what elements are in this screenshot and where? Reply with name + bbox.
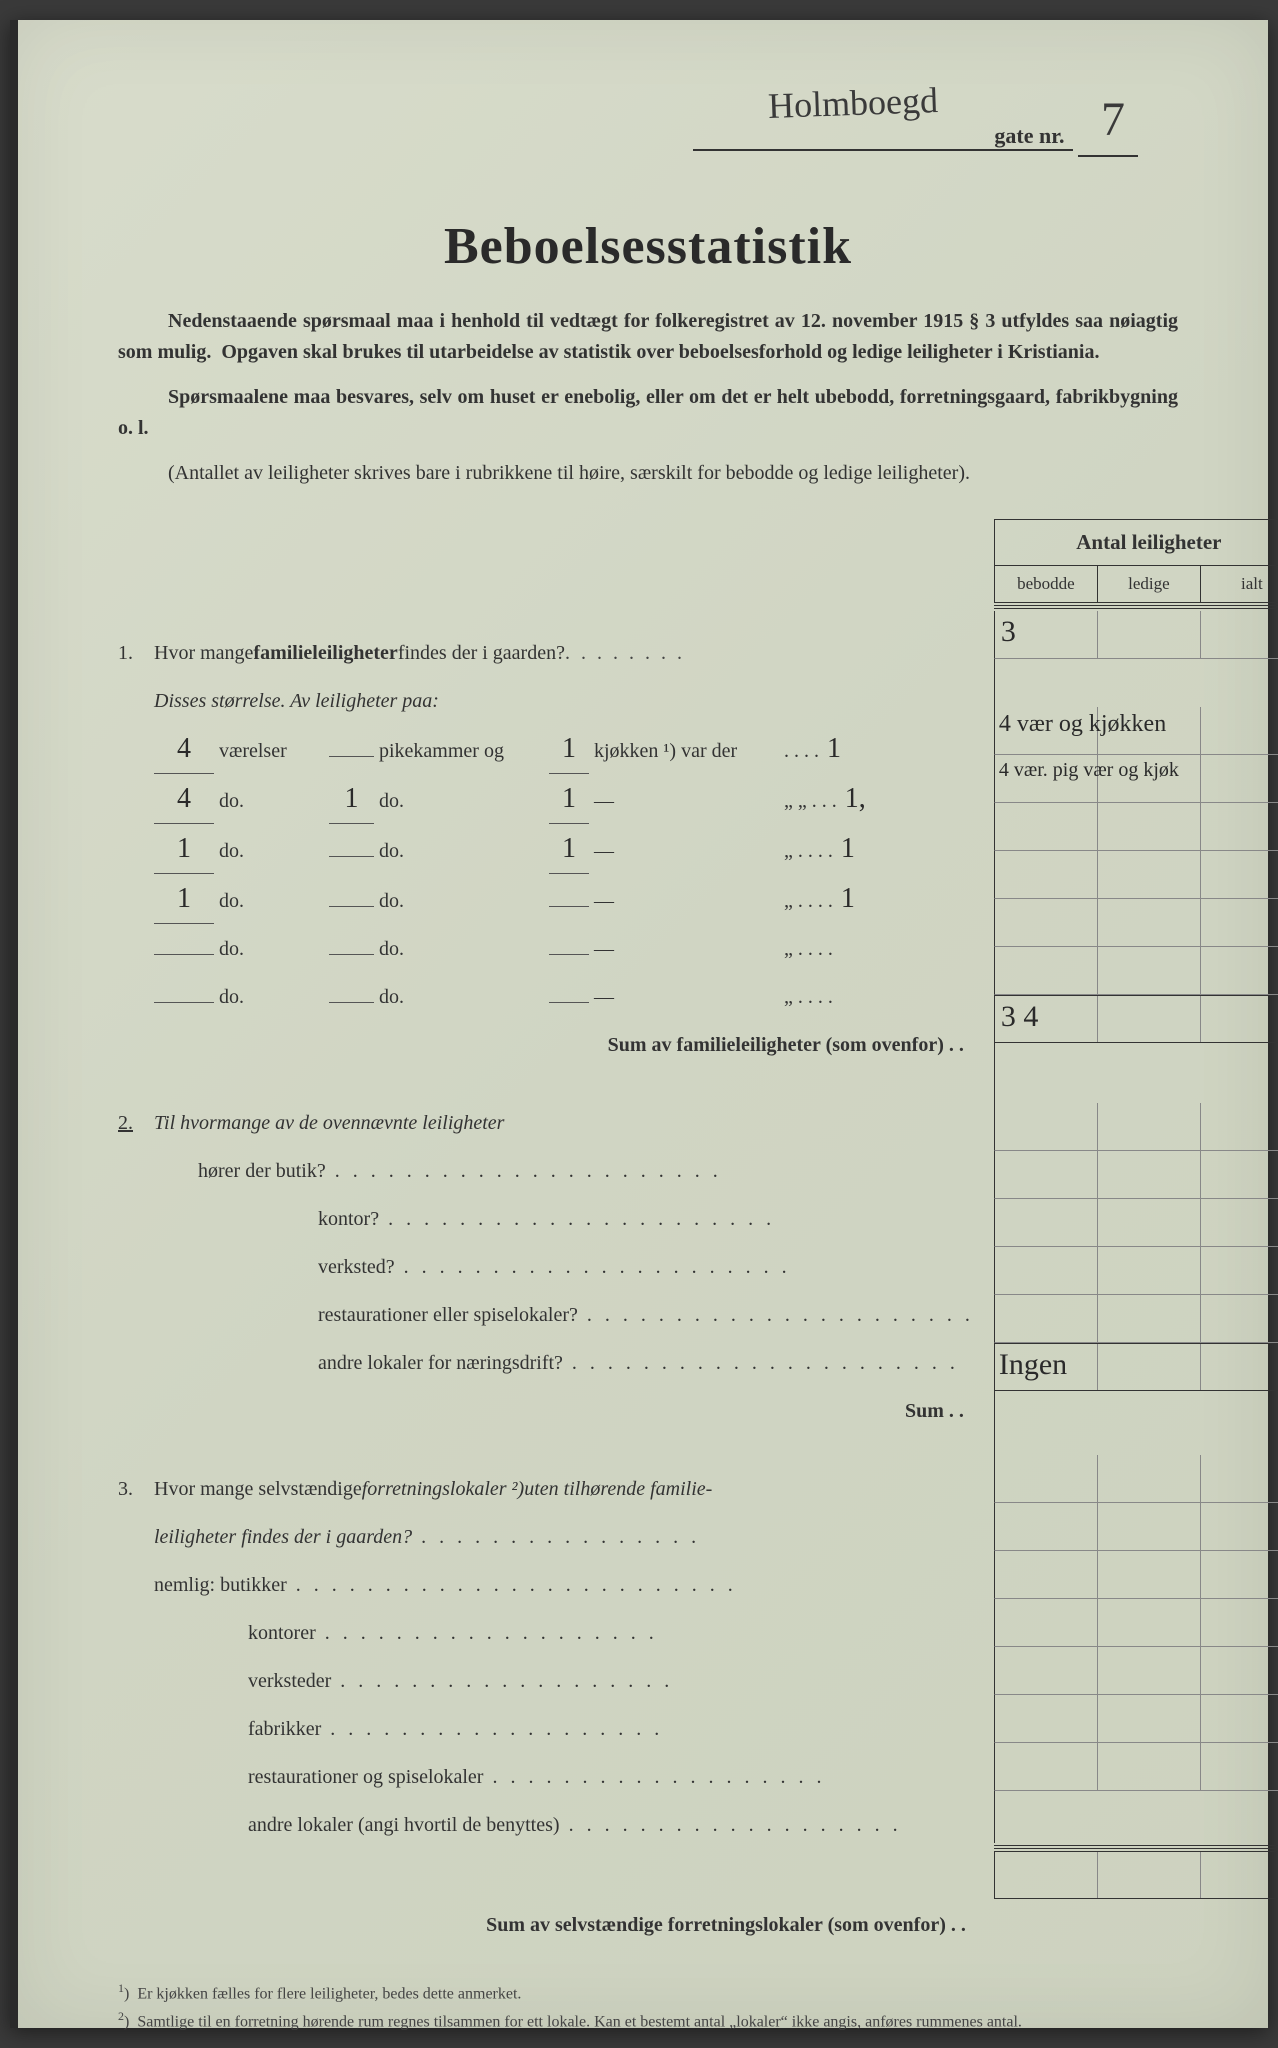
q2-main: 2. Til hvormange av de ovennævnte leilig… bbox=[118, 1099, 974, 1147]
q2-item-3: restaurationer eller spiselokaler? . . .… bbox=[118, 1291, 974, 1339]
q1-room-row-2: 1 do. do.1 —„ . . . .1 bbox=[118, 825, 974, 875]
ans-room-1: 4 vær og kjøkken bbox=[994, 707, 1278, 755]
intro-p2: Spørsmaalene maa besvares, selv om huset… bbox=[118, 382, 1178, 444]
ans-q3-4 bbox=[994, 1647, 1278, 1695]
intro-p1: Nedenstaaende spørsmaal maa i henhold ti… bbox=[118, 306, 1178, 368]
q1-room-row-1: 4 do.1 do.1 —„ „ . . .1, bbox=[118, 775, 974, 825]
col-ialt: ialt bbox=[1201, 566, 1278, 602]
q1-sum: Sum av familieleiligheter (som ovenfor) … bbox=[118, 1021, 974, 1069]
q2-item-4: andre lokaler for næringsdrift? . . . . … bbox=[118, 1339, 974, 1387]
questions-column: 1. Hvor mange familieleiligheter findes … bbox=[118, 519, 994, 1949]
intro-p3: (Antallet av leiligheter skrives bare i … bbox=[118, 458, 1178, 489]
ans-room-2: 4 vær. pig vær og kjøk bbox=[994, 755, 1278, 803]
q1-subtitle: Disses størrelse. Av leiligheter paa: bbox=[118, 677, 974, 725]
q2-item-1: kontor? . . . . . . . . . . . . . . . . … bbox=[118, 1195, 974, 1243]
ans-q2-3 bbox=[994, 1199, 1278, 1247]
q2-sum: Sum . . bbox=[118, 1387, 974, 1435]
q1-room-row-5: do. do. —„ . . . . bbox=[118, 973, 974, 1021]
q3-sum: Sum av selvstændige forretningslokaler (… bbox=[118, 1901, 974, 1949]
col-bebodde: bebodde bbox=[995, 566, 1098, 602]
ans-room-4 bbox=[994, 851, 1278, 899]
ans-q3-5 bbox=[994, 1695, 1278, 1743]
q3-main1: 3. Hvor mange selvstændige forretningslo… bbox=[118, 1465, 974, 1513]
gate-nr-value: 7 bbox=[1101, 92, 1125, 147]
table-header: Antal leiligheter bebodde ledige ialt bbox=[994, 519, 1278, 603]
ans-room-5 bbox=[994, 899, 1278, 947]
ans-q3-1 bbox=[994, 1503, 1278, 1551]
q3-item-1: kontorer . . . . . . . . . . . . . . . .… bbox=[118, 1609, 974, 1657]
ans-q3-6 bbox=[994, 1743, 1278, 1791]
q3-item-5: andre lokaler (angi hvortil de benyttes)… bbox=[118, 1801, 974, 1849]
q3-item-3: fabrikker . . . . . . . . . . . . . . . … bbox=[118, 1705, 974, 1753]
gate-nr-label: gate nr. bbox=[994, 123, 1064, 148]
ans-q2-1 bbox=[994, 1103, 1278, 1151]
answer-table: Antal leiligheter bebodde ledige ialt 3 … bbox=[994, 519, 1278, 1949]
street-name-handwritten: Holmboegd bbox=[767, 79, 938, 127]
ans-q2-5 bbox=[994, 1295, 1278, 1343]
col-ledige: ledige bbox=[1098, 566, 1201, 602]
q3-item-4: restaurationer og spiselokaler . . . . .… bbox=[118, 1753, 974, 1801]
document-page: Holmboegd gate nr. 7 Beboelsesstatistik … bbox=[10, 20, 1268, 2028]
ans-room-6 bbox=[994, 947, 1278, 995]
q1-room-row-0: 4 værelser pikekammer og1 kjøkken ¹) var… bbox=[118, 725, 974, 775]
q1-room-row-3: 1 do. do. —„ . . . .1 bbox=[118, 875, 974, 925]
q3-main2: leiligheter findes der i gaarden? . . . … bbox=[118, 1513, 974, 1561]
ans-q1-total: 3 bbox=[994, 611, 1278, 659]
q3-item-2: verksteder . . . . . . . . . . . . . . .… bbox=[118, 1657, 974, 1705]
page-title: Beboelsesstatistik bbox=[118, 217, 1178, 276]
ans-q2-4 bbox=[994, 1247, 1278, 1295]
gate-nr-underline: 7 bbox=[1078, 100, 1138, 157]
q1-main: 1. Hvor mange familieleiligheter findes … bbox=[118, 629, 974, 677]
ans-q1-sum: 3 4 bbox=[994, 995, 1278, 1043]
ans-q3-0 bbox=[994, 1455, 1278, 1503]
header-address: Holmboegd gate nr. 7 bbox=[118, 100, 1138, 157]
q2-item-2: verksted? . . . . . . . . . . . . . . . … bbox=[118, 1243, 974, 1291]
q2-item-0: hører der butik? . . . . . . . . . . . .… bbox=[118, 1147, 974, 1195]
q3-item-0: nemlig: butikker . . . . . . . . . . . .… bbox=[118, 1561, 974, 1609]
ans-q3-3 bbox=[994, 1599, 1278, 1647]
ans-q2-2 bbox=[994, 1151, 1278, 1199]
ans-q3-sum bbox=[994, 1851, 1278, 1899]
q1-room-row-4: do. do. —„ . . . . bbox=[118, 925, 974, 973]
ans-room-3 bbox=[994, 803, 1278, 851]
ans-q3-2 bbox=[994, 1551, 1278, 1599]
footnotes: 1) Er kjøkken fælles for flere leilighet… bbox=[118, 1979, 1178, 2035]
ans-q2-sum: Ingen bbox=[994, 1343, 1278, 1391]
street-underline: gate nr. bbox=[693, 123, 1073, 151]
